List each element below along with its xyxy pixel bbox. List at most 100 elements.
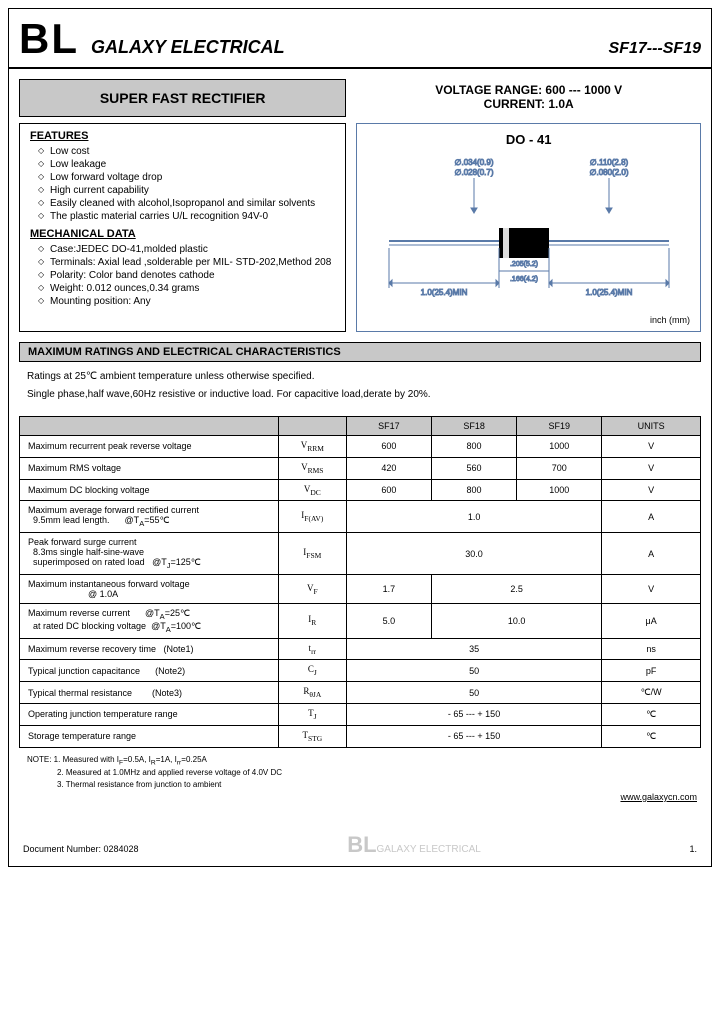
footer-company: GALAXY ELECTRICAL xyxy=(377,844,481,855)
value-cell: 1.7 xyxy=(346,574,431,603)
svg-text:∅.110(2.8): ∅.110(2.8) xyxy=(589,158,628,167)
unit-label: inch (mm) xyxy=(650,315,690,325)
feature-item: The plastic material carries U/L recogni… xyxy=(38,211,335,222)
document-number: Document Number: 0284028 xyxy=(23,844,139,854)
ratings-line2: Single phase,half wave,60Hz resistive or… xyxy=(27,386,693,404)
unit-cell: ℃ xyxy=(602,703,701,725)
mechanical-list: Case:JEDEC DO-41,molded plastic Terminals… xyxy=(30,244,335,307)
do41-drawing-icon: ∅.034(0.9) ∅.028(0.7) ∅.110(2.8) ∅.080(2… xyxy=(379,153,679,323)
value-cell: 1000 xyxy=(517,436,602,458)
value-cell: 700 xyxy=(517,457,602,479)
unit-cell: μA xyxy=(602,603,701,638)
value-cell: 10.0 xyxy=(432,603,602,638)
feature-item: Low forward voltage drop xyxy=(38,172,335,183)
value-cell: 560 xyxy=(432,457,517,479)
mechanical-item: Polarity: Color band denotes cathode xyxy=(38,270,335,281)
value-cell: 5.0 xyxy=(346,603,431,638)
value-cell: 50 xyxy=(346,682,601,704)
svg-text:.166(4.2): .166(4.2) xyxy=(510,276,538,283)
param-cell: Maximum recurrent peak reverse voltage xyxy=(20,436,279,458)
table-row: Maximum reverse recovery time (Note1)trr… xyxy=(20,638,701,660)
svg-text:∅.034(0.9): ∅.034(0.9) xyxy=(454,158,493,167)
header: BL GALAXY ELECTRICAL SF17---SF19 xyxy=(9,9,711,69)
company-name: GALAXY ELECTRICAL xyxy=(91,37,609,58)
symbol-cell: VDC xyxy=(278,479,346,501)
symbol-cell: CJ xyxy=(278,660,346,682)
symbol-cell: trr xyxy=(278,638,346,660)
table-row: Operating junction temperature rangeTJ- … xyxy=(20,703,701,725)
spec-table: SF17SF18SF19UNITS Maximum recurrent peak… xyxy=(19,416,701,748)
page-footer: Document Number: 0284028 BL GALAXY ELECT… xyxy=(9,802,711,866)
part-number: SF17---SF19 xyxy=(609,40,701,58)
mechanical-item: Mounting position: Any xyxy=(38,296,335,307)
logo: BL xyxy=(19,15,79,63)
mechanical-heading: MECHANICAL DATA xyxy=(30,228,335,240)
note-3: 3. Thermal resistance from junction to a… xyxy=(57,779,693,790)
symbol-cell: IF(AV) xyxy=(278,501,346,533)
voltage-range: VOLTAGE RANGE: 600 --- 1000 V xyxy=(356,83,701,97)
value-cell: 1000 xyxy=(517,479,602,501)
value-cell: 800 xyxy=(432,436,517,458)
symbol-cell: IFSM xyxy=(278,533,346,575)
table-row: Peak forward surge current 8.3ms single … xyxy=(20,533,701,575)
value-cell: - 65 --- + 150 xyxy=(346,725,601,747)
unit-cell: V xyxy=(602,457,701,479)
param-cell: Peak forward surge current 8.3ms single … xyxy=(20,533,279,575)
package-diagram: DO - 41 ∅.034(0.9) ∅.028(0.7) ∅.110(2.8)… xyxy=(356,123,701,332)
unit-cell: V xyxy=(602,574,701,603)
param-cell: Maximum instantaneous forward voltage @ … xyxy=(20,574,279,603)
mechanical-item: Case:JEDEC DO-41,molded plastic xyxy=(38,244,335,255)
feature-item: Easily cleaned with alcohol,Isopropanol … xyxy=(38,198,335,209)
unit-cell: ℃ xyxy=(602,725,701,747)
symbol-cell: VRMS xyxy=(278,457,346,479)
table-notes: NOTE: 1. Measured with IF=0.5A, IR=1A, I… xyxy=(9,752,711,792)
features-list: Low cost Low leakage Low forward voltage d… xyxy=(30,146,335,222)
svg-text:1.0(25.4)MIN: 1.0(25.4)MIN xyxy=(585,288,632,297)
current-rating: CURRENT: 1.0A xyxy=(356,97,701,111)
symbol-cell: TJ xyxy=(278,703,346,725)
unit-cell: V xyxy=(602,479,701,501)
table-header: SF17 xyxy=(346,417,431,436)
features-heading: FEATURES xyxy=(30,130,335,142)
product-title: SUPER FAST RECTIFIER xyxy=(19,79,346,117)
symbol-cell: VRRM xyxy=(278,436,346,458)
svg-text:.205(5.2): .205(5.2) xyxy=(510,261,538,268)
mechanical-item: Weight: 0.012 ounces,0.34 grams xyxy=(38,283,335,294)
table-row: Typical thermal resistance (Note3)RθJA50… xyxy=(20,682,701,704)
symbol-cell: RθJA xyxy=(278,682,346,704)
table-header xyxy=(20,417,279,436)
value-cell: 2.5 xyxy=(432,574,602,603)
table-header: SF19 xyxy=(517,417,602,436)
voltage-current-spec: VOLTAGE RANGE: 600 --- 1000 V CURRENT: 1… xyxy=(356,79,701,117)
feature-item: Low cost xyxy=(38,146,335,157)
symbol-cell: VF xyxy=(278,574,346,603)
table-header xyxy=(278,417,346,436)
feature-item: Low leakage xyxy=(38,159,335,170)
feature-item: High current capability xyxy=(38,185,335,196)
value-cell: 35 xyxy=(346,638,601,660)
mechanical-item: Terminals: Axial lead ,solderable per MI… xyxy=(38,257,335,268)
table-header: UNITS xyxy=(602,417,701,436)
diagram-title: DO - 41 xyxy=(365,132,692,147)
symbol-cell: IR xyxy=(278,603,346,638)
value-cell: 800 xyxy=(432,479,517,501)
value-cell: 30.0 xyxy=(346,533,601,575)
param-cell: Typical thermal resistance (Note3) xyxy=(20,682,279,704)
table-row: Maximum RMS voltageVRMS420560700V xyxy=(20,457,701,479)
symbol-cell: TSTG xyxy=(278,725,346,747)
table-row: Maximum recurrent peak reverse voltageVR… xyxy=(20,436,701,458)
param-cell: Typical junction capacitance (Note2) xyxy=(20,660,279,682)
features-box: FEATURES Low cost Low leakage Low forward … xyxy=(19,123,346,332)
param-cell: Maximum RMS voltage xyxy=(20,457,279,479)
svg-text:∅.080(2.0): ∅.080(2.0) xyxy=(589,168,628,177)
table-header: SF18 xyxy=(432,417,517,436)
ratings-conditions: Ratings at 25℃ ambient temperature unles… xyxy=(9,366,711,412)
unit-cell: A xyxy=(602,501,701,533)
table-row: Typical junction capacitance (Note2)CJ50… xyxy=(20,660,701,682)
param-cell: Maximum average forward rectified curren… xyxy=(20,501,279,533)
unit-cell: V xyxy=(602,436,701,458)
param-cell: Maximum reverse recovery time (Note1) xyxy=(20,638,279,660)
ratings-line1: Ratings at 25℃ ambient temperature unles… xyxy=(27,368,693,386)
website-url: www.galaxycn.com xyxy=(9,792,711,802)
table-row: Maximum instantaneous forward voltage @ … xyxy=(20,574,701,603)
